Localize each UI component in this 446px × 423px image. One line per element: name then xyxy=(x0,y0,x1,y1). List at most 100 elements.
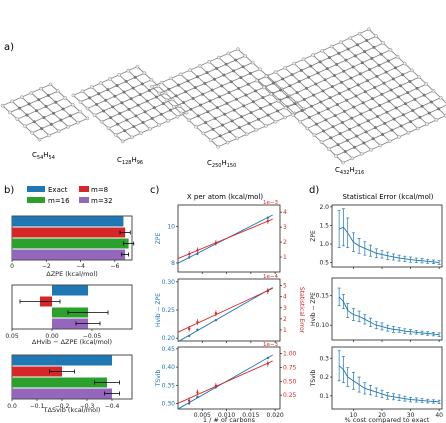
carbon-atom xyxy=(376,115,379,118)
carbon-atom xyxy=(300,109,304,112)
carbon-atom xyxy=(232,69,235,73)
bond-line xyxy=(151,86,219,148)
bond-line xyxy=(115,105,180,136)
molecule-label-1: C54H54 xyxy=(32,151,55,161)
bar-m32 xyxy=(12,249,126,260)
hydrogen-atom xyxy=(149,78,154,82)
carbon-atom xyxy=(372,45,376,49)
right-axis-scale: 1e−4 xyxy=(263,274,278,280)
carbon-atom xyxy=(212,77,216,81)
y-tick-label: 0.1 xyxy=(319,393,329,400)
carbon-atom xyxy=(279,88,283,92)
carbon-atom xyxy=(145,99,149,103)
carbon-atom xyxy=(237,126,241,130)
carbon-atom xyxy=(373,86,377,89)
hydrogen-atom xyxy=(78,109,82,114)
carbon-atom xyxy=(259,106,263,110)
carbon-atom xyxy=(237,86,241,90)
carbon-atom xyxy=(307,75,311,79)
carbon-atom xyxy=(315,122,318,126)
hydrogen-atom xyxy=(243,54,248,58)
carbon-atom xyxy=(227,91,231,95)
hydrogen-atom xyxy=(292,61,297,66)
carbon-atom xyxy=(358,72,362,76)
carbon-atom xyxy=(333,74,336,77)
hydrogen-atom xyxy=(56,129,61,133)
carbon-atom xyxy=(386,59,390,63)
carbon-atom xyxy=(210,88,214,92)
bond-line xyxy=(118,74,169,122)
x-tick-label: 0.005 xyxy=(194,412,211,419)
axes-frame xyxy=(331,346,443,410)
hydrogen-atom xyxy=(403,61,407,66)
carbon-atom xyxy=(204,121,208,125)
y-right-tick-label: 3 xyxy=(283,224,287,231)
carbon-atom xyxy=(418,115,422,119)
y-right-tick-label: 4 xyxy=(283,294,287,301)
carbon-atom xyxy=(322,129,326,133)
y-tick-label: 10 xyxy=(167,224,175,231)
carbon-atom xyxy=(276,109,280,113)
bond-line xyxy=(170,78,238,139)
hydrogen-atom xyxy=(150,85,154,89)
carbon-atom xyxy=(247,121,251,125)
carbon-atom xyxy=(281,77,285,81)
y-tick-label: 1.5 xyxy=(319,222,329,229)
carbon-atom xyxy=(318,60,322,64)
scatter-subplot-c-2: 0.20 0.25 0.30 1 2 3 4 5 1e−4 Hvib − ZPE Statistic… xyxy=(155,274,305,343)
carbon-atom xyxy=(380,92,384,96)
y-right-tick-label: 1 xyxy=(283,254,287,261)
axes-frame xyxy=(331,204,443,268)
y-axis-label: Hvib − ZPE xyxy=(310,292,317,326)
hydrogen-atom xyxy=(99,81,103,85)
hydrogen-atom xyxy=(166,119,171,123)
hydrogen-atom xyxy=(216,144,220,149)
bar-exact xyxy=(12,355,112,366)
axes-frame xyxy=(11,215,133,261)
carbon-atom xyxy=(371,97,374,101)
carbon-atom xyxy=(354,94,358,98)
axes-frame xyxy=(331,277,443,341)
hydrogen-atom xyxy=(217,55,221,60)
carbon-atom xyxy=(235,97,238,101)
carbon-atom xyxy=(345,98,349,102)
scatter-point-statistical-error xyxy=(196,320,199,324)
y-axis-label: ZPE xyxy=(310,230,317,242)
hydrogen-atom xyxy=(258,67,262,72)
carbon-atom xyxy=(248,71,252,75)
hydrogen-atom xyxy=(255,78,259,83)
hydrogen-atom xyxy=(424,82,429,86)
carbon-atom xyxy=(356,83,360,87)
right-axis-scale: 1e−3 xyxy=(263,342,278,348)
bar-exact xyxy=(52,285,88,296)
carbon-atom xyxy=(113,94,117,98)
hydrogen-atom xyxy=(348,36,353,40)
carbon-atom xyxy=(234,58,238,62)
carbon-atom xyxy=(201,92,205,96)
carbon-atom xyxy=(136,103,140,107)
hydrogen-atom xyxy=(89,85,94,89)
y-axis-label: TSvib xyxy=(155,370,162,388)
carbon-atom xyxy=(364,130,368,134)
hydrogen-atom xyxy=(113,133,118,137)
axes-frame xyxy=(11,354,133,400)
carbon-atom xyxy=(368,108,372,112)
hydrogen-atom xyxy=(164,98,169,102)
carbon-atom xyxy=(254,89,258,93)
carbon-atom xyxy=(138,93,142,97)
carbon-atom xyxy=(352,105,356,109)
hydrogen-atom xyxy=(179,111,184,116)
x-axis-label-c: 1 / # of carbons xyxy=(203,416,256,423)
hydrogen-atom xyxy=(175,114,180,119)
carbon-atom xyxy=(319,100,323,104)
carbon-atom xyxy=(143,110,147,114)
carbon-atom xyxy=(246,82,250,86)
hydrogen-atom xyxy=(381,41,386,45)
carbon-atom xyxy=(331,125,335,129)
hydrogen-atom xyxy=(269,92,274,97)
y-tick-label: 0.15 xyxy=(316,293,330,300)
carbon-atom xyxy=(348,127,351,131)
carbon-atom xyxy=(221,123,224,127)
carbon-atom xyxy=(371,137,375,141)
